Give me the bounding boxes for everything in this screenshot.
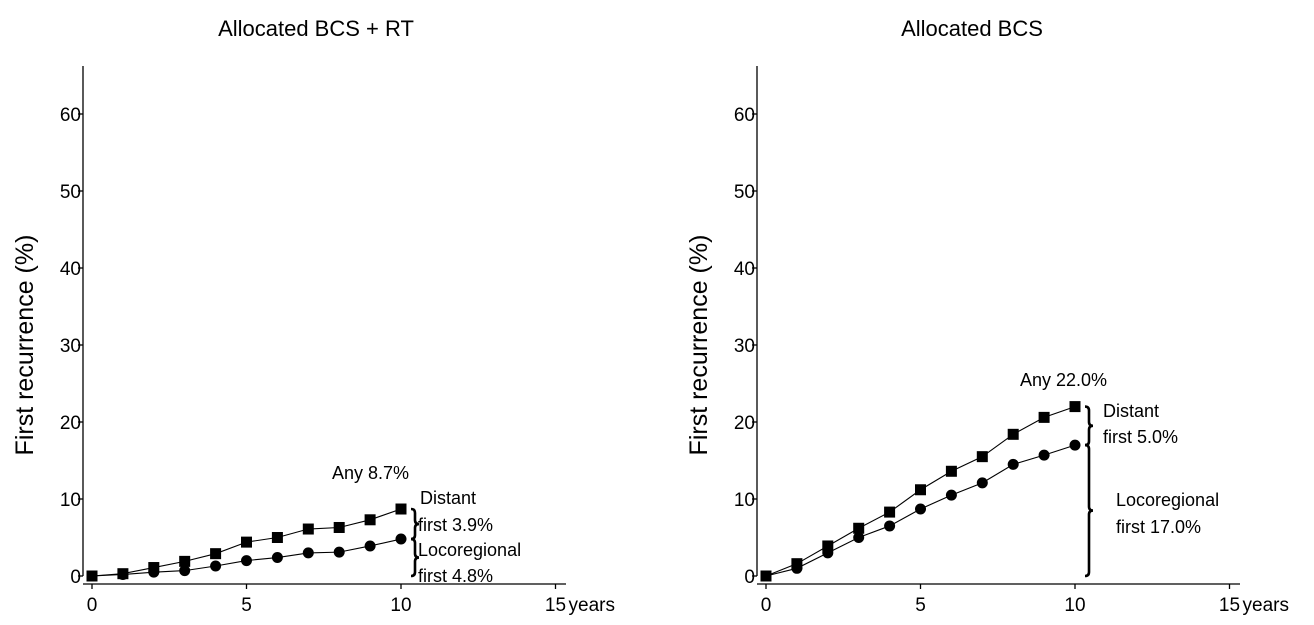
circle-marker [148,566,160,578]
y-axis-label: First recurrence (%) [11,235,39,456]
y-tick-label: 20 [60,413,81,434]
circle-marker [884,520,896,532]
square-marker [364,514,376,526]
y-tick-label: 0 [70,567,81,588]
square-marker [915,484,926,496]
circle-marker [915,503,926,515]
chart-right: Allocated BCS First recurrence (%) 0 10 20… [685,16,1289,616]
circle-marker [302,547,314,559]
annotation-distant-line1: Distant [1103,401,1159,421]
square-marker [179,555,191,567]
annotation-locoregional-line2: first 17.0% [1116,517,1201,537]
axes [756,66,1240,585]
circle-marker [1038,449,1050,461]
y-tick-label: 30 [734,336,755,357]
square-marker [241,536,252,548]
brace-group [1084,405,1094,578]
annotation-distant-line1: Distant [420,488,476,508]
brace [1084,443,1094,578]
square-marker [1038,411,1050,423]
y-tick-label: 40 [734,259,755,280]
square-marker [1007,428,1019,440]
y-tick-label: 60 [60,105,81,126]
square-marker [853,522,865,534]
x-tick-label: 10 [390,595,411,616]
square-marker [945,465,957,477]
brace [410,537,420,578]
circle-marker [1069,439,1081,451]
circle-marker [241,555,252,567]
x-tick-label: 10 [1064,595,1085,616]
circle-marker [1007,458,1019,470]
circle-marker [976,477,988,489]
chart-title: Allocated BCS [901,16,1043,41]
series-group [86,503,407,582]
square-marker [822,540,834,552]
y-tick-label: 50 [734,182,755,203]
y-tick-label: 20 [734,413,755,434]
ticks: 0 10 20 30 40 50 60 0 5 10 15 years [734,105,1289,616]
annotation-locoregional-line2: first 4.8% [418,566,493,586]
annotation-distant-line2: first 3.9% [418,515,493,535]
circle-marker [945,489,957,501]
brace [1084,405,1094,447]
circle-marker [853,532,865,543]
chart-left: Allocated BCS + RT First recurrence (%) … [11,16,615,616]
series-group [760,401,1081,582]
ticks: 0 10 20 30 40 50 60 0 5 10 15 years [60,105,615,616]
y-tick-label: 30 [60,336,81,357]
circle-marker [333,546,345,558]
square-marker [884,506,896,518]
square-marker [976,451,988,463]
annotation-any: Any 8.7% [332,463,409,483]
circle-marker [271,552,283,564]
annotation-any: Any 22.0% [1020,370,1107,390]
x-tick-label: 0 [87,595,98,616]
chart-title: Allocated BCS + RT [218,16,414,41]
circle-marker [179,565,191,577]
square-marker [395,503,407,515]
circle-marker [117,568,129,580]
square-marker [302,523,314,535]
x-tick-label: 15 [545,595,566,616]
brace-group [410,507,420,578]
circle-marker [822,547,834,559]
circle-marker [760,570,772,582]
y-tick-label: 10 [60,490,81,511]
square-marker [271,532,283,543]
x-tick-label: 5 [241,595,252,616]
y-tick-label: 50 [60,182,81,203]
annotation-locoregional-line1: Locoregional [418,540,521,560]
annotation-distant-line2: first 5.0% [1103,427,1178,447]
x-tick-label: 0 [761,595,772,616]
y-tick-label: 0 [744,567,755,588]
square-marker [333,521,345,533]
circle-marker [791,562,803,574]
square-marker [1069,401,1081,413]
x-tick-label: 15 [1219,595,1240,616]
x-unit-label: years [569,595,615,616]
circle-marker [395,533,407,545]
square-marker [210,548,222,560]
circle-marker [364,540,376,552]
annotation-locoregional-line1: Locoregional [1116,490,1219,510]
y-axis-label: First recurrence (%) [685,235,713,456]
x-unit-label: years [1243,595,1289,616]
circle-marker [86,570,98,582]
circle-marker [210,560,222,572]
y-tick-label: 40 [60,259,81,280]
x-tick-label: 5 [915,595,926,616]
y-tick-label: 60 [734,105,755,126]
axes [82,66,566,585]
brace [410,507,420,541]
y-tick-label: 10 [734,490,755,511]
